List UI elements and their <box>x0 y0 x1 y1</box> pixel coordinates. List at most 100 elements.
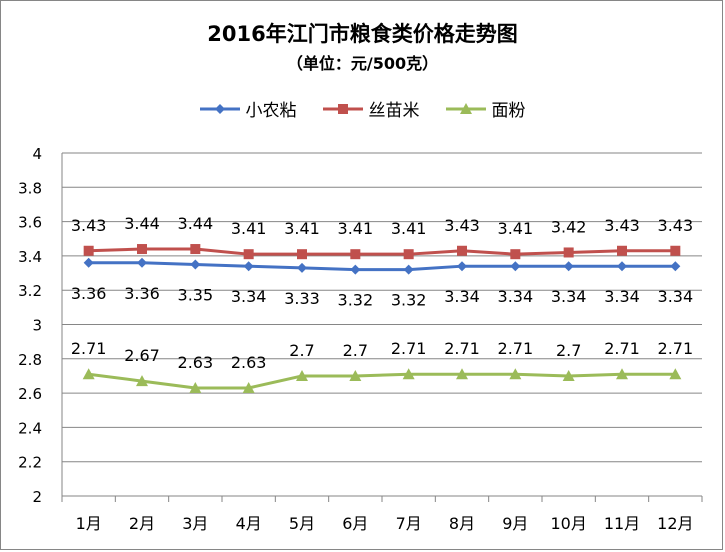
series-1-point-0 <box>83 245 94 256</box>
series-1-point-11 <box>670 245 681 256</box>
series-2-point-7 <box>456 368 468 380</box>
legend: 小农粘 丝苗米 面粉 <box>0 96 725 121</box>
series-1-data-label-0: 3.43 <box>71 216 107 235</box>
series-1-point-2 <box>190 244 201 255</box>
series-0-point-0 <box>83 257 94 268</box>
series-2-data-label-8: 2.71 <box>498 339 534 358</box>
series-1-data-label-1: 3.44 <box>124 214 160 233</box>
series-2-data-label-1: 2.67 <box>124 346 160 365</box>
series-2-point-11 <box>669 368 682 380</box>
y-tick-label-2: 3.6 <box>18 214 42 232</box>
x-tick-label-3: 4月 <box>236 514 262 533</box>
chart-subtitle: （单位：元/500克） <box>286 54 439 73</box>
series-0-data-label-3: 3.34 <box>231 287 267 306</box>
series-0-data-label-2: 3.35 <box>178 285 214 304</box>
series-2-data-label-3: 2.63 <box>231 353 267 372</box>
legend-label-series-0: 小农粘 <box>245 101 297 121</box>
series-2-data-label-7: 2.71 <box>444 339 480 358</box>
y-tick-label-0: 4 <box>32 145 42 163</box>
series-0-point-3 <box>243 261 254 272</box>
series-0-data-label-8: 3.34 <box>498 287 534 306</box>
series-2-point-4 <box>296 369 308 381</box>
series-2-data-label-11: 2.71 <box>658 339 694 358</box>
legend-item-series-2: 面粉 <box>445 96 526 121</box>
series-1-point-4 <box>297 249 307 260</box>
y-tick-label-1: 3.8 <box>18 179 42 197</box>
legend-item-series-1: 丝苗米 <box>322 96 420 121</box>
y-tick-label-10: 2 <box>32 488 42 506</box>
series-0-data-label-9: 3.34 <box>551 287 587 306</box>
legend-label-series-2: 面粉 <box>491 101 526 121</box>
series-1-data-label-11: 3.43 <box>658 216 694 235</box>
series-2-data-label-0: 2.71 <box>71 339 107 358</box>
y-tick-label-8: 2.4 <box>18 419 42 437</box>
x-tick-label-8: 9月 <box>502 514 528 533</box>
series-1-point-1 <box>137 244 147 255</box>
series-0-data-label-4: 3.33 <box>284 289 320 308</box>
series-1-point-7 <box>457 245 467 256</box>
x-tick-label-0: 1月 <box>76 514 102 533</box>
x-tick-label-2: 3月 <box>182 514 208 533</box>
series-1-data-label-8: 3.41 <box>498 219 534 238</box>
series-0-point-10 <box>617 261 627 272</box>
series-2-data-label-4: 2.7 <box>289 341 314 360</box>
series-2-data-label-6: 2.71 <box>391 339 427 358</box>
series-2-point-8 <box>509 368 522 380</box>
series-1-data-label-4: 3.41 <box>284 219 320 238</box>
series-0-data-label-1: 3.36 <box>124 284 160 303</box>
series-0-data-label-11: 3.34 <box>658 287 694 306</box>
x-tick-label-11: 12月 <box>657 514 693 533</box>
series-0-data-label-7: 3.34 <box>444 287 480 306</box>
series-2-point-0 <box>82 368 95 380</box>
series-2-point-5 <box>349 369 362 381</box>
series-1-data-label-9: 3.42 <box>551 217 587 236</box>
chart-title: 2016年江门市粮食类价格走势图 <box>207 22 518 46</box>
series-0-data-label-5: 3.32 <box>338 291 374 310</box>
series-2-point-3 <box>242 381 255 393</box>
series-2-point-9 <box>562 369 575 381</box>
series-0-point-7 <box>457 261 467 272</box>
series-2-data-label-5: 2.7 <box>343 341 368 360</box>
x-tick-label-9: 10月 <box>550 514 586 533</box>
series-0-point-6 <box>403 264 414 275</box>
x-tick-label-6: 7月 <box>396 514 422 533</box>
series-1-data-label-2: 3.44 <box>178 214 214 233</box>
series-1-point-3 <box>243 249 254 260</box>
y-tick-label-5: 3 <box>32 317 42 335</box>
series-1-point-6 <box>403 249 414 260</box>
series-1-data-label-7: 3.43 <box>444 216 480 235</box>
series-0-point-1 <box>137 257 147 268</box>
x-tick-label-4: 5月 <box>289 514 315 533</box>
y-tick-label-9: 2.2 <box>18 454 42 472</box>
series-2-point-6 <box>402 368 415 380</box>
series-2-point-10 <box>616 368 628 380</box>
series-line-2 <box>88 372 676 390</box>
x-tick-label-7: 8月 <box>449 514 475 533</box>
series-1-point-10 <box>617 245 627 256</box>
legend-swatch-series-2 <box>445 102 486 114</box>
series-1-data-label-6: 3.41 <box>391 219 427 238</box>
y-tick-label-3: 3.4 <box>18 248 42 266</box>
series-2-data-label-2: 2.63 <box>178 353 214 372</box>
series-0-point-9 <box>563 261 574 272</box>
series-2-point-1 <box>136 375 148 387</box>
series-0-point-11 <box>670 261 681 272</box>
legend-swatch-series-1 <box>322 103 363 114</box>
series-1-data-label-10: 3.43 <box>604 216 640 235</box>
x-tick-label-10: 11月 <box>604 514 640 533</box>
y-tick-label-6: 2.8 <box>18 351 42 369</box>
y-tick-label-4: 3.2 <box>18 282 42 300</box>
y-tick-label-7: 2.6 <box>18 385 42 403</box>
series-0-data-label-0: 3.36 <box>71 284 107 303</box>
series-line-0 <box>88 261 676 272</box>
series-1-point-8 <box>510 249 521 260</box>
series-2-point-2 <box>189 381 202 393</box>
series-2-data-label-10: 2.71 <box>604 339 640 358</box>
series-0-point-2 <box>190 259 201 270</box>
series-0-data-label-6: 3.32 <box>391 291 427 310</box>
series-1-data-label-3: 3.41 <box>231 219 267 238</box>
series-1-point-5 <box>350 249 361 260</box>
series-0-point-5 <box>350 264 361 275</box>
